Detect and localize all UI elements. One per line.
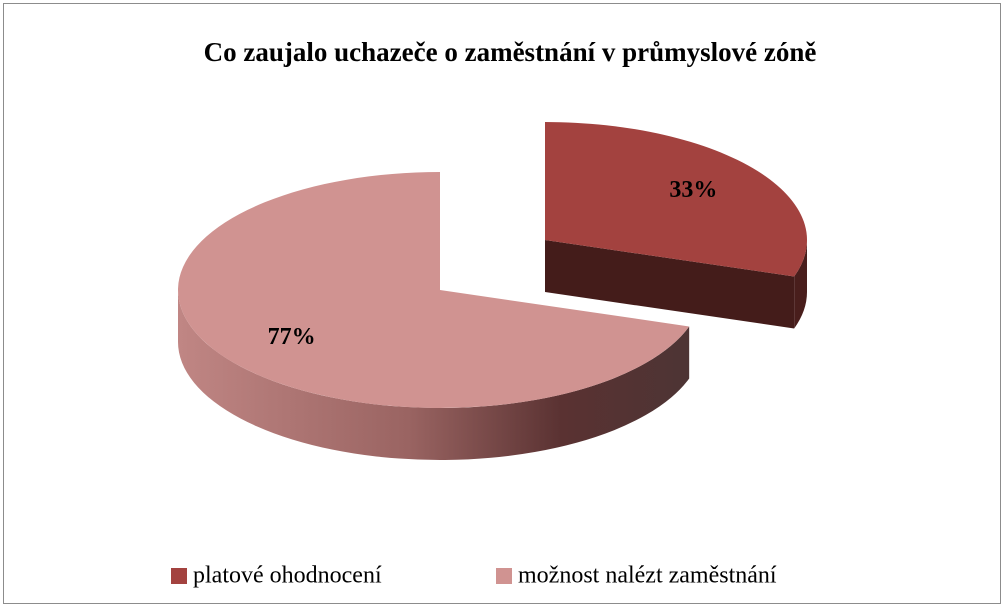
slice-side	[794, 240, 807, 329]
legend: platové ohodnocení možnost nalézt zaměst…	[171, 563, 777, 589]
legend-swatch	[496, 568, 512, 584]
slice-side	[177, 290, 690, 461]
slice	[545, 122, 807, 277]
legend-swatch	[171, 568, 187, 584]
slice	[178, 172, 690, 408]
legend-label: možnost nalézt zaměstnání	[518, 563, 777, 589]
value-label: 33%	[669, 177, 717, 203]
legend-label: platové ohodnocení	[193, 563, 382, 589]
pie	[177, 122, 807, 461]
chart-title: Co zaujalo uchazeče o zaměstnání v průmy…	[204, 37, 817, 67]
slice-wall	[545, 240, 795, 329]
value-label: 77%	[268, 324, 316, 350]
